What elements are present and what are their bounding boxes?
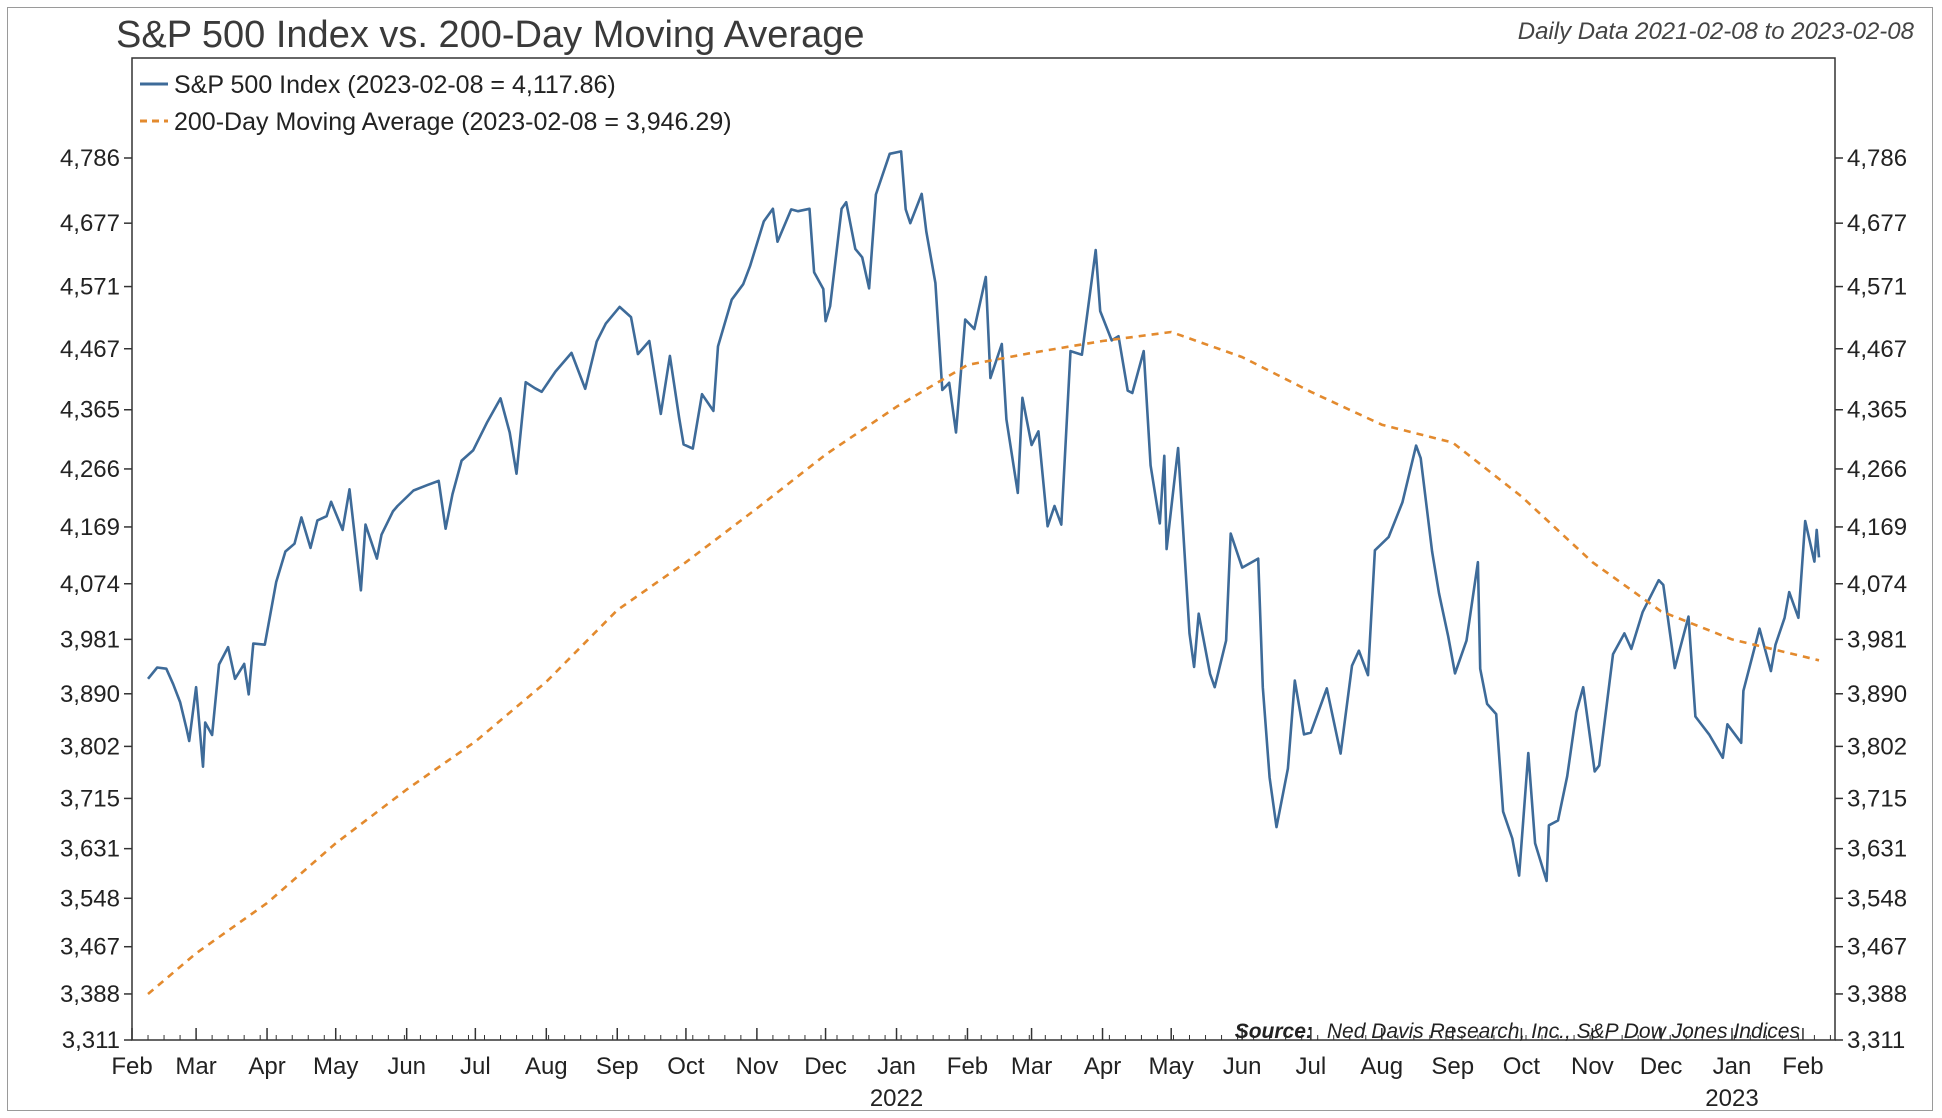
series-line-ma200 bbox=[147, 330, 1820, 995]
y-tick-label-left: 3,715 bbox=[60, 785, 120, 812]
y-tick-label-right: 4,365 bbox=[1847, 397, 1907, 424]
y-tick-label-left: 3,548 bbox=[60, 885, 120, 912]
series-layer bbox=[146, 150, 1821, 995]
x-axis: Feb Mar Apr May Jun Jul Aug Sep Oct Nov Dec Jan Feb M… bbox=[111, 1028, 1831, 1112]
x-tick-label: Jun bbox=[1223, 1053, 1262, 1080]
y-tick-label-left: 4,266 bbox=[60, 456, 120, 483]
x-tick-label: Jul bbox=[1295, 1053, 1326, 1080]
svg-text:Source:Ned Davis Research, Inc: Source: Ned Davis Research, Inc., S&P Dow… bbox=[1235, 1020, 1801, 1043]
y-tick-label-right: 3,631 bbox=[1847, 836, 1907, 863]
y-tick-label-left: 4,571 bbox=[60, 274, 120, 301]
y-tick-label-right: 3,715 bbox=[1847, 785, 1907, 812]
y-tick-label-left: 3,388 bbox=[60, 981, 120, 1008]
x-year-label: 2022 bbox=[870, 1085, 923, 1112]
y-tick-label-right: 4,467 bbox=[1847, 336, 1907, 363]
y-tick-label-left: 3,467 bbox=[60, 934, 120, 961]
y-tick-label-left: 3,981 bbox=[60, 626, 120, 653]
x-tick-label: Aug bbox=[525, 1053, 568, 1080]
y-tick-label-right: 3,802 bbox=[1847, 733, 1907, 760]
x-tick-label: Feb bbox=[1782, 1053, 1823, 1080]
y-tick-label-left: 4,677 bbox=[60, 210, 120, 237]
y-tick-label-right: 4,266 bbox=[1847, 456, 1907, 483]
x-tick-label: Apr bbox=[248, 1053, 285, 1080]
legend-label-ma200: 200-Day Moving Average (2023-02-08 = 3,9… bbox=[174, 108, 732, 136]
chart-subtitle: Daily Data 2021-02-08 to 2023-02-08 bbox=[1517, 18, 1914, 45]
x-tick-label: Sep bbox=[1431, 1053, 1474, 1080]
legend: S&P 500 Index (2023-02-08 = 4,117.86) 20… bbox=[140, 71, 732, 136]
y-tick-label-right: 4,571 bbox=[1847, 274, 1907, 301]
x-tick-label: Oct bbox=[667, 1053, 705, 1080]
chart-title: S&P 500 Index vs. 200-Day Moving Average bbox=[116, 14, 865, 56]
x-tick-label: May bbox=[1149, 1053, 1194, 1080]
series-line-sp500 bbox=[146, 150, 1821, 883]
x-tick-label: Mar bbox=[175, 1053, 216, 1080]
y-tick-label-left: 4,786 bbox=[60, 145, 120, 172]
y-tick-label-left: 3,802 bbox=[60, 733, 120, 760]
source-text: Ned Davis Research, Inc., S&P Dow Jones … bbox=[1327, 1020, 1801, 1043]
x-tick-label: Jul bbox=[460, 1053, 491, 1080]
plot-area bbox=[131, 57, 1836, 1041]
x-tick-label: Nov bbox=[736, 1053, 779, 1080]
y-tick-label-left: 4,467 bbox=[60, 336, 120, 363]
x-year-label: 2023 bbox=[1705, 1085, 1758, 1112]
y-tick-label-left: 3,890 bbox=[60, 681, 120, 708]
y-tick-label-right: 4,074 bbox=[1847, 571, 1907, 598]
x-tick-label: Jan bbox=[1713, 1053, 1752, 1080]
y-tick-label-right: 3,311 bbox=[1847, 1027, 1905, 1054]
y-tick-label-right: 3,467 bbox=[1847, 934, 1907, 961]
y-tick-label-left: 4,365 bbox=[60, 397, 120, 424]
y-axis-right: 4,786 4,677 4,571 4,467 4,365 4,266 4,169 4,074… bbox=[1835, 145, 1907, 1054]
y-tick-label-left: 3,311 bbox=[62, 1027, 120, 1054]
x-tick-label: Aug bbox=[1360, 1053, 1403, 1080]
x-tick-label: Feb bbox=[947, 1053, 988, 1080]
x-tick-label: Oct bbox=[1503, 1053, 1541, 1080]
x-tick-label: May bbox=[313, 1053, 358, 1080]
y-tick-label-left: 3,631 bbox=[60, 836, 120, 863]
y-tick-label-right: 3,548 bbox=[1847, 885, 1907, 912]
source-note: Source: Ned Davis Research, Inc., S&P Dow… bbox=[1235, 1020, 1801, 1043]
y-axis-left: 4,786 4,677 4,571 4,467 4,365 4,266 4,169 4,074… bbox=[60, 145, 132, 1054]
y-tick-label-right: 3,388 bbox=[1847, 981, 1907, 1008]
x-tick-label: Jan bbox=[877, 1053, 916, 1080]
chart-frame bbox=[7, 7, 1933, 1111]
y-tick-label-right: 4,786 bbox=[1847, 145, 1907, 172]
x-tick-label: Sep bbox=[596, 1053, 639, 1080]
legend-label-sp500: S&P 500 Index (2023-02-08 = 4,117.86) bbox=[174, 71, 616, 99]
x-tick-label: Feb bbox=[111, 1053, 152, 1080]
y-tick-label-left: 4,169 bbox=[60, 514, 120, 541]
x-tick-label: Dec bbox=[804, 1053, 847, 1080]
x-tick-label: Jun bbox=[387, 1053, 426, 1080]
y-tick-label-right: 3,890 bbox=[1847, 681, 1907, 708]
y-tick-label-left: 4,074 bbox=[60, 571, 120, 598]
y-tick-label-right: 4,169 bbox=[1847, 514, 1907, 541]
y-tick-label-right: 4,677 bbox=[1847, 210, 1907, 237]
x-tick-label: Dec bbox=[1640, 1053, 1683, 1080]
x-tick-label: Apr bbox=[1084, 1053, 1121, 1080]
x-tick-label: Mar bbox=[1011, 1053, 1052, 1080]
y-tick-label-right: 3,981 bbox=[1847, 626, 1907, 653]
source-label: Source: bbox=[1235, 1020, 1313, 1043]
x-tick-label: Nov bbox=[1571, 1053, 1614, 1080]
